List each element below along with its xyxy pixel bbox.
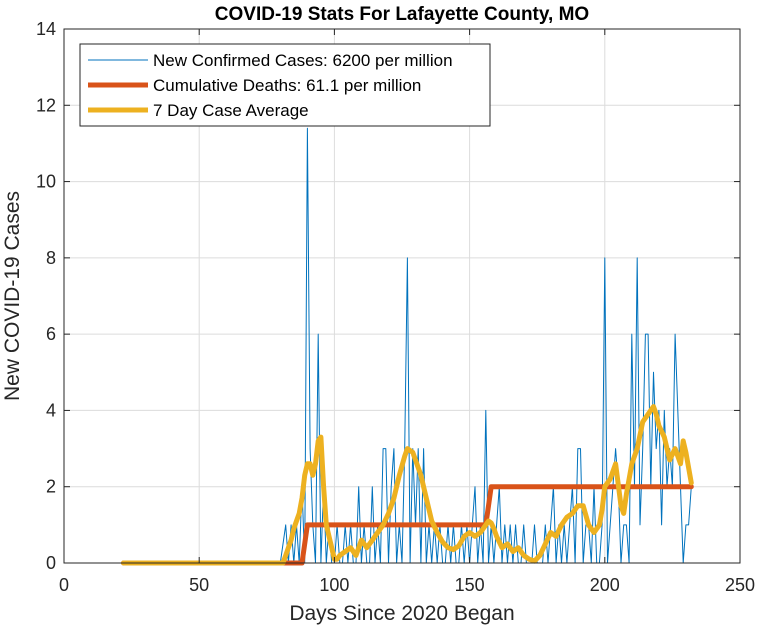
series-7-day-case-average [121,404,694,566]
y-tick-label: 8 [46,248,56,268]
y-tick-label: 4 [46,400,56,420]
axis-ticks: 0 50 100 150 200 250 0 2 4 6 8 10 12 14 [36,19,755,595]
y-tick-label: 14 [36,19,56,39]
y-tick-label: 10 [36,172,56,192]
y-tick-label: 6 [46,324,56,344]
x-tick-label: 0 [59,575,69,595]
x-tick-label: 100 [319,575,349,595]
x-tick-label: 150 [455,575,485,595]
x-tick-label: 200 [590,575,620,595]
legend: New Confirmed Cases: 6200 per million Cu… [79,43,491,127]
legend-label-new-cases: New Confirmed Cases: 6200 per million [153,51,453,70]
x-axis-label: Days Since 2020 Began [289,602,514,625]
y-tick-label: 2 [46,477,56,497]
chart-title: COVID-19 Stats For Lafayette County, MO [215,4,589,25]
legend-label-7-day-average: 7 Day Case Average [153,101,309,120]
y-axis-label: New COVID-19 Cases [1,191,24,401]
x-tick-label: 50 [189,575,209,595]
y-tick-label: 12 [36,95,56,115]
legend-label-cumulative-deaths: Cumulative Deaths: 61.1 per million [153,76,421,95]
y-tick-label: 0 [46,553,56,573]
x-tick-label: 250 [725,575,755,595]
legend-box [79,43,491,127]
axes-frame [63,28,741,564]
